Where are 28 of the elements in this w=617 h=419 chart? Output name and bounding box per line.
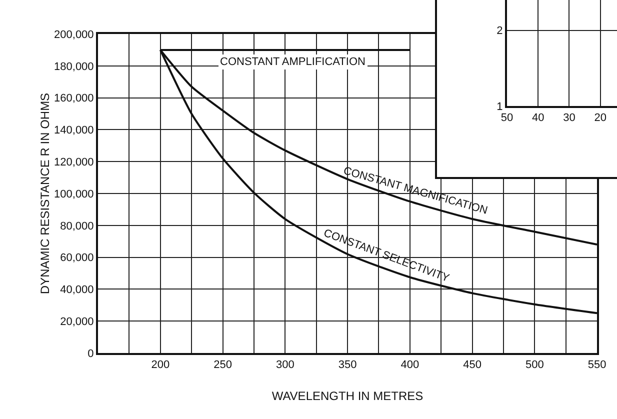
x-tick-label: 200 [151, 359, 170, 372]
x-tick-label: 500 [525, 359, 544, 372]
x-tick-label: 20 [594, 112, 606, 124]
x-tick-label: 30 [563, 112, 576, 124]
x-tick-label: 550 [588, 359, 606, 372]
y-tick-label: 140,000 [54, 124, 94, 137]
y-axis-title: DYNAMIC RESISTANCE R IN OHMS [38, 92, 52, 294]
x-tick-label: 450 [463, 359, 482, 372]
x-tick-label: 350 [338, 359, 357, 372]
y-tick-label: 120,000 [54, 156, 94, 168]
y-tick-label: 180,000 [54, 60, 94, 73]
y-tick-label: 160,000 [54, 92, 94, 105]
y-tick-label: 200,000 [54, 28, 94, 41]
y-tick-label: 100,000 [54, 188, 94, 200]
x-tick-label: 50 [500, 112, 514, 124]
x-tick-label: 300 [276, 359, 294, 372]
series-label: CONSTANT AMPLIFICATION [220, 56, 366, 68]
x-tick-label: 400 [400, 359, 420, 372]
y-tick-label: 2 [496, 25, 503, 38]
y-tick-label: 80,000 [60, 220, 94, 232]
y-tick-label: 1 [496, 100, 503, 113]
y-tick-label: 20,000 [60, 316, 94, 328]
y-tick-label: 0 [88, 348, 94, 360]
y-tick-label: 40,000 [60, 284, 94, 296]
y-tick-label: 60,000 [60, 252, 94, 264]
x-tick-label: 250 [214, 359, 232, 372]
x-tick-label: 40 [532, 112, 544, 124]
x-axis-title: WAVELENGTH IN METRES [272, 389, 424, 403]
